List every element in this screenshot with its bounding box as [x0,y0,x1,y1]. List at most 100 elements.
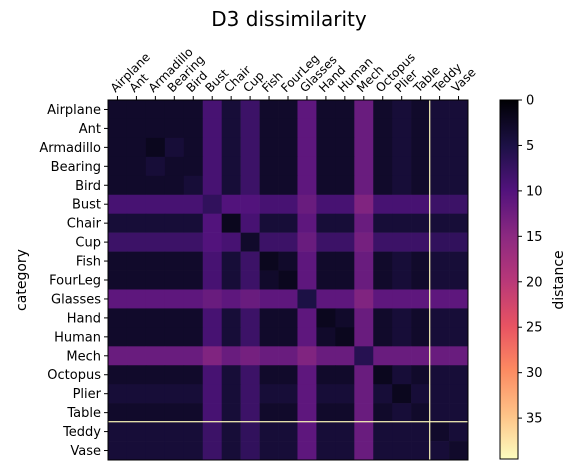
heatmap-cell [335,441,355,461]
heatmap-cell [335,422,355,442]
heatmap-cell [316,403,336,423]
heatmap-cell [202,327,222,347]
y-tick-label: Plier [73,387,102,402]
heatmap-cell [183,251,204,271]
heatmap-cell [259,100,279,120]
heatmap-cell [126,213,147,233]
heatmap-cell [278,441,298,461]
y-tick-label: Ant [79,122,101,137]
heatmap-cell [240,118,260,139]
heatmap-cell [354,137,374,158]
heatmap-cell [316,346,336,366]
heatmap-cell [297,422,317,442]
heatmap-cell [221,100,241,120]
heatmap-cell [297,100,317,120]
heatmap-cell [411,100,431,120]
heatmap-cell [108,441,128,461]
heatmap-cell [164,403,185,423]
heatmap-cell [145,100,166,120]
heatmap-cell [259,251,279,271]
heatmap-cell [108,118,128,139]
heatmap-cell [221,175,241,196]
heatmap-cell [373,118,393,139]
heatmap-cell [108,137,128,158]
y-tick-label: Vase [70,444,101,459]
colorbar-tick-label: 30 [526,366,543,381]
heatmap-cell [373,422,393,442]
heatmap-cell [335,137,355,158]
heatmap-cell [411,194,431,214]
heatmap-cell [278,384,298,404]
heatmap-cell [259,137,279,158]
heatmap-cell [297,251,317,271]
heatmap-cell [411,118,431,139]
heatmap-cell [278,365,298,385]
heatmap-cell [183,365,204,385]
heatmap-cell [449,118,469,139]
heatmap-cell [145,137,166,158]
y-tick-label: Bust [72,198,101,213]
colorbar-tick-label: 25 [526,321,543,336]
heatmap-cell [373,384,393,404]
heatmap-cell [126,346,147,366]
heatmap-cell [411,232,431,252]
heatmap-cell [240,156,260,177]
heatmap-cell [164,270,185,290]
heatmap-cell [259,213,279,233]
heatmap-cell [316,251,336,271]
heatmap-cell [183,175,204,196]
heatmap-cell [430,213,450,233]
heatmap-cell [202,175,222,196]
heatmap-cell [164,308,185,328]
heatmap-cell [430,270,450,290]
heatmap-cell [373,308,393,328]
colorbar-ticks: 0 5 10 15 20 25 30 35 [518,94,543,427]
heatmap-cell [126,403,147,423]
heatmap-cell [335,100,355,120]
heatmap-cell [183,403,204,423]
heatmap-cell [297,137,317,158]
heatmap-cell [164,232,185,252]
heatmap-cell [108,156,128,177]
heatmap-cell [202,118,222,139]
heatmap-cell [297,118,317,139]
heatmap-cell [202,270,222,290]
heatmap-cell [145,270,166,290]
heatmap-cell [335,251,355,271]
heatmap-cell [411,327,431,347]
heatmap-cell [449,251,469,271]
heatmap-cell [145,194,166,214]
heatmap-cell [259,194,279,214]
heatmap-cell [373,441,393,461]
heatmap-cell [164,175,185,196]
heatmap-cell [449,137,469,158]
heatmap-cell [240,403,260,423]
heatmap-cell [126,232,147,252]
heatmap-cell [449,175,469,196]
heatmap-cell [373,100,393,120]
heatmap-cell [183,156,204,177]
heatmap-cell [392,441,412,461]
heatmap-cell [449,270,469,290]
heatmap-cell [449,327,469,347]
y-tick-label: Hand [67,311,101,326]
heatmap-cell [430,175,450,196]
heatmap-cell [373,270,393,290]
colorbar [499,99,519,460]
heatmap-cell [221,327,241,347]
heatmap-cell [183,270,204,290]
heatmap-cell [316,384,336,404]
heatmap-cell [392,100,412,120]
heatmap-cell [449,441,469,461]
heatmap-cell [297,213,317,233]
heatmap-cell [297,156,317,177]
heatmap-cell [183,213,204,233]
heatmap-cell [164,213,185,233]
colorbar-tick-label: 5 [526,139,534,154]
heatmap-cell [278,289,298,309]
heatmap-cell [354,422,374,442]
heatmap-cell [354,232,374,252]
heatmap-cell [240,137,260,158]
heatmap-cell [449,194,469,214]
heatmap-cell [164,156,185,177]
